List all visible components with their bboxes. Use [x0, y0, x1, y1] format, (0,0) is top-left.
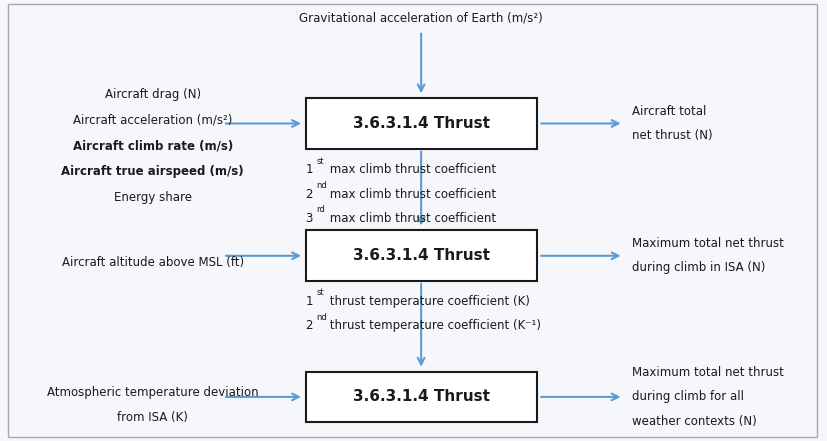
Text: 3.6.3.1.4 Thrust: 3.6.3.1.4 Thrust: [352, 248, 490, 263]
Text: from ISA (K): from ISA (K): [117, 411, 189, 424]
Text: Aircraft altitude above MSL (ft): Aircraft altitude above MSL (ft): [62, 256, 244, 269]
Text: max climb thrust coefficient: max climb thrust coefficient: [326, 163, 496, 176]
Text: 3.6.3.1.4 Thrust: 3.6.3.1.4 Thrust: [352, 116, 490, 131]
Text: Aircraft total: Aircraft total: [632, 105, 706, 118]
Text: 3.6.3.1.4 Thrust: 3.6.3.1.4 Thrust: [352, 389, 490, 404]
Text: thrust temperature coefficient (K⁻¹): thrust temperature coefficient (K⁻¹): [326, 319, 541, 333]
FancyBboxPatch shape: [305, 230, 537, 281]
Text: during climb in ISA (N): during climb in ISA (N): [632, 262, 765, 274]
Text: 3: 3: [305, 212, 313, 225]
Text: Energy share: Energy share: [114, 191, 192, 203]
Text: Aircraft drag (N): Aircraft drag (N): [105, 88, 201, 101]
Text: net thrust (N): net thrust (N): [632, 129, 712, 142]
Text: nd: nd: [316, 313, 327, 322]
Text: during climb for all: during climb for all: [632, 390, 743, 404]
Text: Aircraft true airspeed (m/s): Aircraft true airspeed (m/s): [61, 165, 244, 178]
Text: Gravitational acceleration of Earth (m/s²): Gravitational acceleration of Earth (m/s…: [299, 11, 543, 24]
Text: max climb thrust coefficient: max climb thrust coefficient: [326, 212, 496, 225]
Text: rd: rd: [316, 205, 325, 214]
Text: nd: nd: [316, 181, 327, 190]
Text: Atmospheric temperature deviation: Atmospheric temperature deviation: [47, 386, 259, 399]
Text: Maximum total net thrust: Maximum total net thrust: [632, 366, 783, 379]
Text: 1: 1: [305, 163, 313, 176]
Text: Aircraft acceleration (m/s²): Aircraft acceleration (m/s²): [73, 114, 232, 127]
Text: 2: 2: [305, 187, 313, 201]
Text: st: st: [316, 157, 324, 166]
Text: Aircraft climb rate (m/s): Aircraft climb rate (m/s): [73, 139, 233, 152]
Text: 2: 2: [305, 319, 313, 333]
Text: st: st: [316, 288, 324, 298]
Text: 1: 1: [305, 295, 313, 308]
Text: thrust temperature coefficient (K): thrust temperature coefficient (K): [326, 295, 530, 308]
FancyBboxPatch shape: [305, 98, 537, 149]
Text: max climb thrust coefficient: max climb thrust coefficient: [326, 187, 496, 201]
Text: weather contexts (N): weather contexts (N): [632, 415, 757, 428]
Text: Maximum total net thrust: Maximum total net thrust: [632, 237, 783, 250]
FancyBboxPatch shape: [305, 371, 537, 422]
